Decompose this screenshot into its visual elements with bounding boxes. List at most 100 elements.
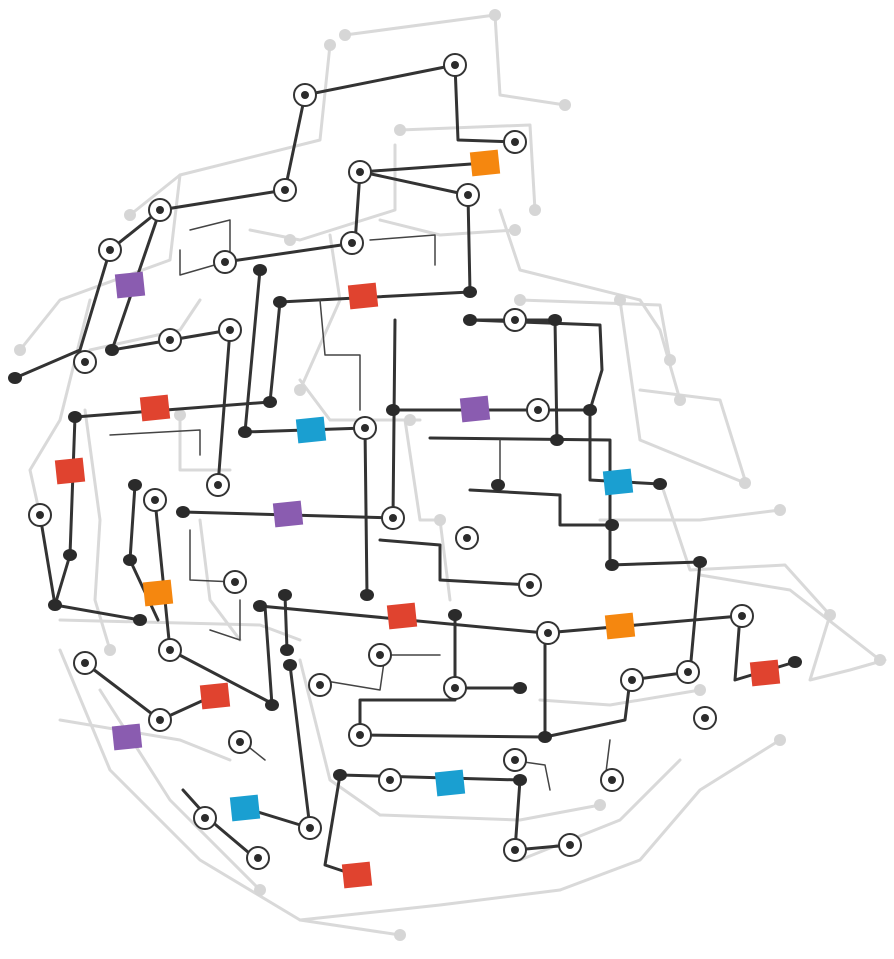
node-dot	[106, 246, 114, 254]
solid-node	[605, 559, 619, 571]
solid-node	[548, 314, 562, 326]
gray-trace	[248, 143, 397, 242]
colored-square	[469, 149, 501, 177]
solid-node	[68, 411, 82, 423]
colored-square	[295, 416, 327, 444]
gray-trace	[298, 378, 422, 422]
colored-square	[54, 457, 86, 485]
circuit-trace	[13, 93, 307, 380]
gray-node	[874, 654, 886, 666]
circuit-trace	[468, 488, 612, 527]
gray-node	[824, 609, 836, 621]
node-dot	[511, 846, 519, 854]
solid-node	[63, 549, 77, 561]
solid-node	[386, 404, 400, 416]
node-dot	[361, 424, 369, 432]
solid-node	[283, 659, 297, 671]
circuit-trace	[360, 170, 470, 197]
colored-square	[199, 682, 231, 710]
node-dot	[81, 358, 89, 366]
solid-node	[176, 506, 190, 518]
gray-node	[104, 644, 116, 656]
gray-trace	[618, 298, 747, 485]
node-dot	[463, 534, 471, 542]
node-dot	[301, 91, 309, 99]
thin-trace	[319, 654, 386, 691]
gray-trace	[88, 298, 202, 352]
solid-node	[605, 519, 619, 531]
solid-node	[333, 769, 347, 781]
solid-node	[105, 344, 119, 356]
gray-trace	[558, 738, 782, 892]
gray-trace	[298, 888, 562, 922]
gray-trace	[178, 413, 232, 472]
gray-node	[614, 294, 626, 306]
gray-trace	[498, 208, 682, 402]
node-dot	[526, 581, 534, 589]
gray-trace	[808, 613, 887, 682]
solid-node	[253, 600, 267, 612]
gray-node	[694, 684, 706, 696]
node-dot	[156, 206, 164, 214]
circuit-trace	[38, 513, 57, 607]
solid-node	[265, 699, 279, 711]
colored-square	[114, 271, 146, 299]
solid-node	[463, 314, 477, 326]
node-dot	[376, 651, 384, 659]
gray-trace	[58, 648, 402, 937]
thin-trace	[369, 234, 436, 266]
node-dot	[684, 668, 692, 676]
solid-node	[788, 656, 802, 668]
colored-square	[139, 394, 171, 422]
solid-node	[263, 396, 277, 408]
solid-node	[463, 286, 477, 298]
circuit-trace	[378, 538, 532, 587]
gray-trace	[598, 508, 782, 522]
gray-node	[404, 414, 416, 426]
node-dot	[226, 326, 234, 334]
colored-square	[749, 659, 781, 687]
gray-trace	[198, 518, 242, 642]
node-dot	[356, 168, 364, 176]
node-dot	[254, 854, 262, 862]
gray-node	[124, 209, 136, 221]
gray-trace	[538, 688, 702, 707]
gray-node	[284, 234, 296, 246]
gray-trace	[638, 388, 747, 482]
circuit-trace	[263, 604, 274, 707]
gray-trace	[518, 298, 672, 362]
circuit-trace	[358, 161, 487, 174]
gray-trace	[378, 803, 602, 822]
solid-node	[133, 614, 147, 626]
solid-node	[360, 589, 374, 601]
node-dot	[81, 659, 89, 667]
thin-trace	[179, 249, 226, 276]
gray-node	[394, 929, 406, 941]
gray-trace	[343, 13, 567, 107]
colored-square	[347, 282, 379, 310]
gray-trace	[378, 218, 517, 237]
circuit-trace	[468, 318, 604, 412]
node-dot	[201, 814, 209, 822]
node-dot	[464, 191, 472, 199]
node-dot	[356, 731, 364, 739]
node-dot	[214, 481, 222, 489]
circuit-trace	[338, 773, 572, 852]
gray-node	[514, 294, 526, 306]
gray-trace	[403, 418, 452, 602]
node-dot	[738, 612, 746, 620]
node-dot	[221, 258, 229, 266]
gray-node	[674, 394, 686, 406]
node-dot	[608, 776, 616, 784]
node-dot	[348, 239, 356, 247]
node-dot	[281, 186, 289, 194]
gray-node	[254, 884, 266, 896]
gray-node	[509, 224, 521, 236]
gray-node	[739, 477, 751, 489]
node-dot	[566, 841, 574, 849]
node-dot	[628, 676, 636, 684]
colored-square	[604, 612, 636, 640]
circuit-trace	[53, 193, 472, 622]
solid-node	[128, 479, 142, 491]
